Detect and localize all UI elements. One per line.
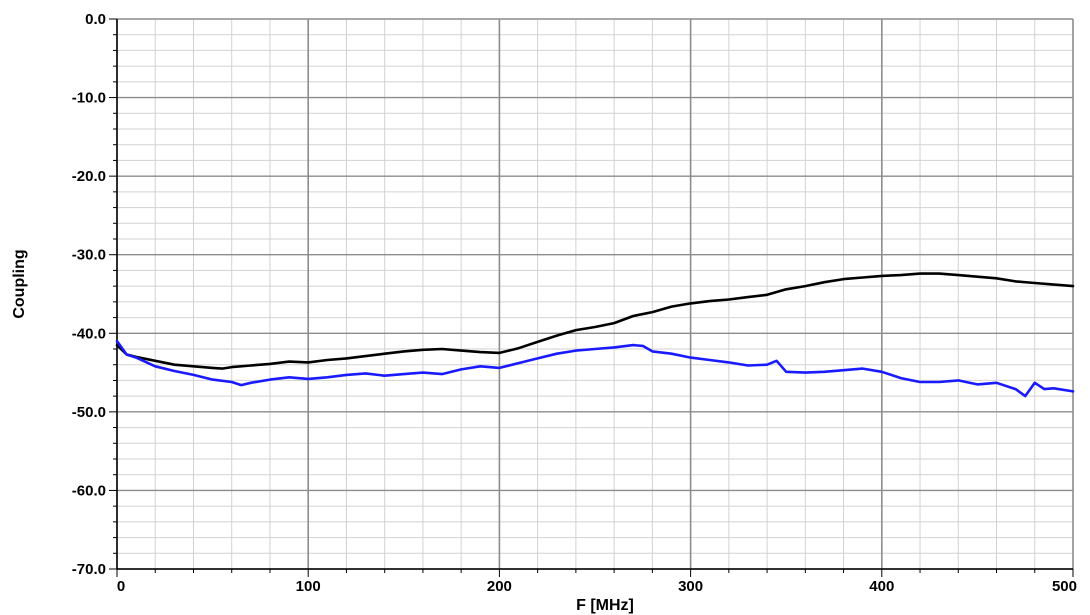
y-tick-label: -60.0: [72, 482, 106, 499]
series-line-2: [115, 339, 1075, 398]
y-tick-label: -10.0: [72, 90, 106, 107]
tick-marks: [109, 18, 1074, 577]
y-tick-label: 0.0: [85, 11, 106, 28]
x-tick-label: 400: [869, 578, 894, 595]
chart-axes: [116, 19, 1073, 570]
y-tick-labels: 0.0 -10.0 -20.0 -30.0 -40.0 -50.0 -60.0 -70.0: [72, 11, 106, 578]
x-tick-label: 300: [678, 578, 703, 595]
y-axis-title: Coupling: [11, 249, 28, 318]
series-lines: [115, 272, 1075, 398]
series-line-1: [115, 272, 1075, 370]
y-tick-label: -40.0: [72, 325, 106, 342]
major-gridlines: [116, 18, 1074, 570]
minor-gridlines: [117, 19, 1073, 569]
y-tick-label: -30.0: [72, 247, 106, 264]
x-tick-label: 0: [117, 578, 125, 595]
y-tick-label: -70.0: [72, 561, 106, 578]
y-tick-label: -50.0: [72, 404, 106, 421]
x-tick-label: 100: [296, 578, 321, 595]
x-tick-label: 200: [487, 578, 512, 595]
y-tick-label: -20.0: [72, 168, 106, 185]
x-tick-label: 500: [1052, 578, 1077, 595]
x-axis-title: F [MHz]: [576, 597, 634, 614]
x-tick-labels: 0 100 200 300 400 500: [117, 578, 1077, 595]
